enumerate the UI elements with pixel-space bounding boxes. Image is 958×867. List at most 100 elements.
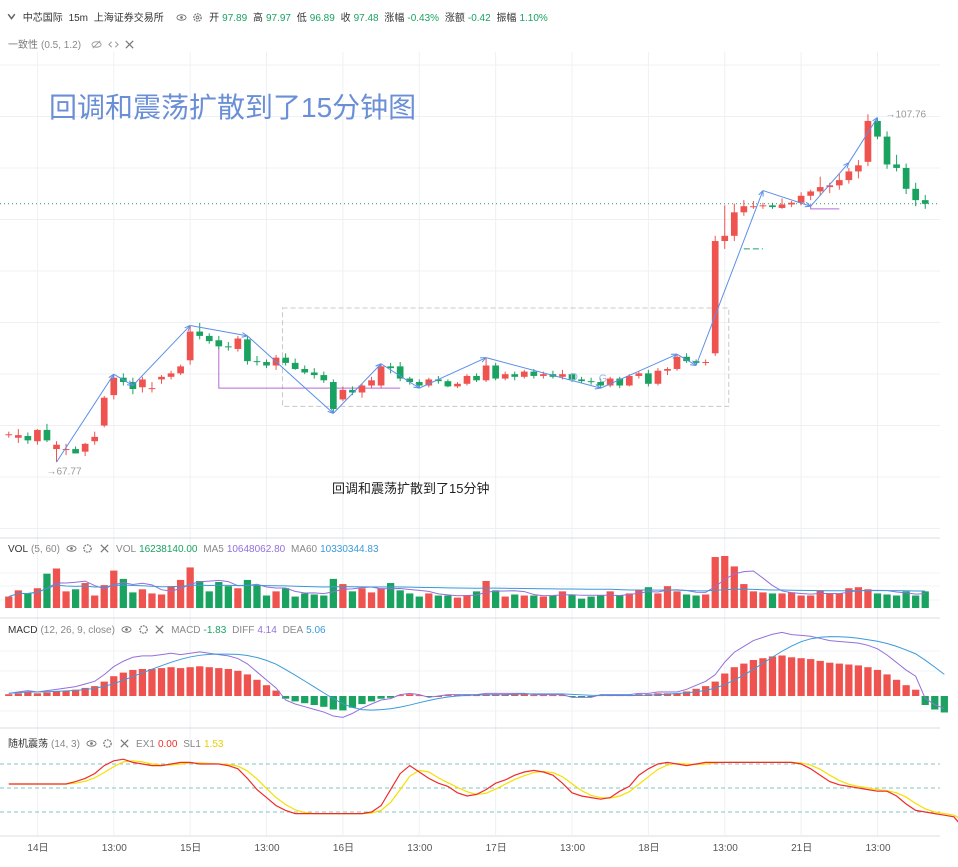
volume-bar: [625, 593, 633, 608]
macd-name[interactable]: MACD: [8, 625, 38, 636]
eye-icon[interactable]: [86, 738, 97, 749]
amp-label: 振幅: [496, 13, 517, 24]
candle-body: [664, 368, 671, 371]
time-axis-label: 15日: [180, 843, 201, 854]
macd-bar: [902, 685, 910, 696]
wave-segment: [676, 353, 697, 366]
symbol-name[interactable]: 中芯国际: [22, 13, 63, 24]
candle-body: [845, 171, 853, 181]
wave-segment: [132, 325, 191, 386]
macd-bar: [892, 679, 901, 696]
volume-bar: [301, 593, 309, 608]
volume-bar: [243, 579, 252, 608]
volume-bar: [673, 591, 681, 608]
candle-body: [167, 373, 175, 377]
candle-body: [100, 397, 108, 426]
close-icon[interactable]: [154, 624, 165, 635]
macd-bar: [826, 662, 834, 696]
eye-icon[interactable]: [121, 624, 132, 635]
wave-arrowhead: [241, 332, 248, 338]
candle-body: [625, 375, 633, 386]
macd-bar: [253, 679, 261, 696]
low-label: 低: [296, 13, 307, 24]
settings-gear-icon[interactable]: [192, 12, 203, 23]
candle-body: [482, 365, 490, 381]
volume-bar: [377, 588, 385, 608]
volume-bar: [768, 593, 777, 608]
candle-body: [53, 444, 60, 450]
candle-body: [196, 331, 204, 336]
volume-bar: [176, 579, 185, 608]
vol-header: VOL (5, 60) VOL 16238140.00 MA5 10648062.80…: [8, 543, 382, 555]
candle-body: [158, 376, 165, 380]
macd-bar: [912, 689, 920, 696]
low-value: 96.89: [309, 13, 335, 24]
volume-bar: [883, 594, 891, 608]
macd-bar: [387, 696, 395, 698]
macd-bar: [320, 696, 328, 707]
macd-bar: [682, 691, 691, 696]
eye-icon[interactable]: [176, 12, 187, 23]
volume-bar: [281, 588, 290, 608]
settings-gear-icon[interactable]: [138, 624, 149, 635]
settings-gear-icon[interactable]: [82, 543, 93, 554]
volume-bar: [33, 588, 42, 608]
settings-gear-icon[interactable]: [102, 738, 113, 749]
candle-body: [291, 362, 299, 369]
collapse-arrow-icon[interactable]: [6, 12, 17, 23]
high-marker-label: →107.76: [885, 109, 926, 120]
macd-bar: [425, 696, 433, 697]
close-icon[interactable]: [99, 543, 110, 554]
macd-bar: [444, 695, 452, 697]
macd-bar: [157, 668, 166, 696]
candle-body: [559, 374, 566, 377]
candle-body: [530, 371, 538, 376]
close-icon[interactable]: [124, 39, 135, 50]
time-axis-label: 21日: [791, 843, 812, 854]
volume-bar: [577, 598, 586, 608]
box-caption[interactable]: 回调和震荡扩散到了15分钟: [332, 481, 490, 496]
osc-name[interactable]: 随机震荡: [8, 739, 48, 750]
macd-bar: [224, 669, 232, 696]
candle-body: [740, 206, 748, 213]
volume-bar: [816, 590, 824, 608]
candle-body: [72, 449, 79, 454]
candle-body: [234, 338, 242, 349]
volume-bar: [129, 592, 137, 608]
hidden-eye-icon[interactable]: [91, 39, 102, 50]
candle-body: [883, 136, 891, 165]
wave-segment: [332, 363, 382, 414]
chg-value: -0.42: [467, 13, 491, 24]
macd-bar: [310, 696, 318, 705]
candle-body: [864, 120, 872, 162]
macd-bar: [215, 668, 223, 696]
macd-bar: [940, 696, 948, 713]
candle-body: [396, 366, 404, 379]
support-line: [810, 203, 840, 210]
candle-body: [377, 366, 385, 386]
wave-lines: [56, 117, 878, 463]
candle-body: [874, 120, 881, 137]
wave-arrowhead: [375, 363, 382, 370]
macd-bar: [702, 686, 710, 696]
volume-bar: [453, 597, 462, 608]
macd-bar: [749, 660, 758, 696]
eye-icon[interactable]: [66, 543, 77, 554]
candle-body: [673, 356, 681, 369]
macd-bar: [539, 695, 547, 697]
interval-label[interactable]: 15m: [68, 13, 89, 24]
annotation-title[interactable]: 回调和震荡扩散到了15分钟图: [49, 92, 417, 123]
macd-bar: [81, 687, 89, 696]
consistency-name[interactable]: 一致性: [8, 40, 38, 51]
code-icon[interactable]: [107, 39, 119, 50]
macd-bar: [358, 696, 366, 705]
candle-body: [816, 187, 824, 192]
volume-bar: [912, 595, 920, 608]
volume-bar: [272, 591, 280, 608]
close-icon[interactable]: [119, 738, 130, 749]
volume-bar: [902, 591, 910, 608]
ex1-value: 0.00: [157, 739, 178, 750]
candle-body: [253, 361, 261, 363]
vol-name[interactable]: VOL: [8, 544, 29, 555]
